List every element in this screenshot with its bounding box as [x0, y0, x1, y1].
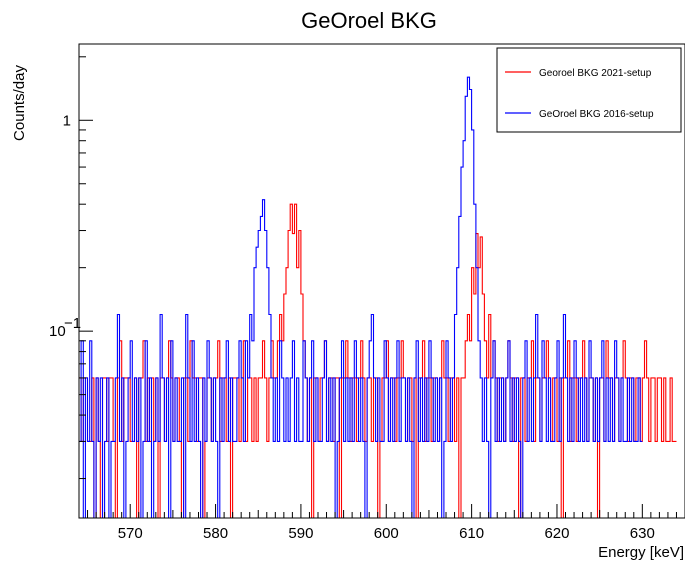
x-tick-label: 600: [374, 525, 399, 542]
y-tick-label: 10−1: [49, 315, 81, 340]
y-axis-label: Counts/day: [11, 65, 28, 141]
y-tick-base: 10: [49, 323, 66, 340]
plot-frame: [78, 43, 685, 519]
series-line-2: [79, 76, 643, 519]
plot-area: 570 580 590 600 610 620 630 10−1 1: [49, 43, 685, 542]
x-tick-label: 590: [288, 525, 313, 542]
x-tick-label: 610: [459, 525, 484, 542]
x-tick-label: 620: [544, 525, 569, 542]
y-tick-label: 1: [63, 112, 71, 129]
chart-title: GeOroel BKG: [301, 8, 437, 33]
x-tick-label: 580: [203, 525, 228, 542]
legend-box: [496, 47, 682, 133]
x-axis-label: Energy [keV]: [598, 544, 684, 561]
x-tick-label: 630: [630, 525, 655, 542]
legend: Georoel BKG 2021-setup GeOroel BKG 2016-s…: [496, 47, 682, 133]
y-tick-exponent: −1: [64, 315, 81, 332]
x-tick-label: 570: [118, 525, 143, 542]
legend-label-1: Georoel BKG 2021-setup: [539, 68, 652, 79]
legend-label-2: GeOroel BKG 2016-setup: [539, 109, 654, 120]
